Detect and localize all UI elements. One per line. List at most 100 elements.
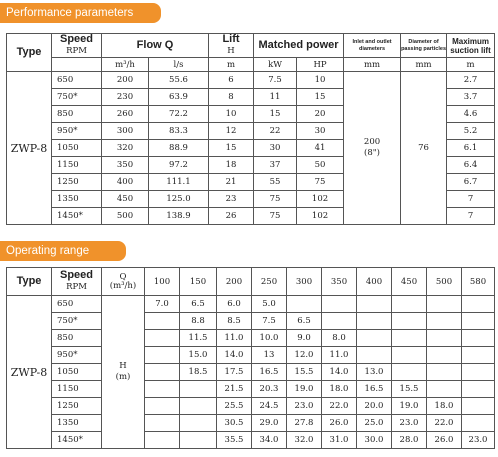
- range-head-value: 16.5: [356, 380, 392, 398]
- perf-flow-m3h: 350: [101, 156, 149, 174]
- perf-flow-ls: 88.9: [147, 139, 210, 157]
- range-head-value: [461, 312, 495, 330]
- perf-flow-m3h: 300: [101, 122, 149, 140]
- unit-kw: kW: [253, 57, 298, 72]
- unit-hp: HP: [296, 57, 345, 72]
- perf-power-kw: 75: [253, 207, 298, 225]
- range-table-row: 850 11.5 11.0 10.0 9.0 8.0: [7, 329, 495, 347]
- performance-section-title: Performance parameters: [0, 3, 161, 23]
- perf-header-inlet-outlet-diameters: Inlet and outlet diameters: [343, 33, 402, 58]
- range-head-value: [461, 397, 495, 415]
- range-flow-header: 150: [179, 267, 217, 296]
- perf-suction-lift: 6.1: [446, 139, 496, 157]
- range-head-value: 26.0: [321, 414, 357, 432]
- range-head-value: 23.0: [391, 414, 427, 432]
- perf-speed: 650: [51, 71, 102, 89]
- range-head-value: [144, 380, 180, 398]
- range-head-value: 13.0: [356, 363, 392, 381]
- range-head-value: 21.5: [216, 380, 252, 398]
- perf-flow-m3h: 260: [101, 105, 149, 123]
- perf-suction-lift: 7: [446, 190, 496, 208]
- perf-header-matched-power: Matched power: [253, 33, 345, 58]
- range-head-value: 22.0: [321, 397, 357, 415]
- perf-suction-lift: 3.7: [446, 88, 496, 106]
- perf-flow-m3h: 400: [101, 173, 149, 191]
- range-table-row: 750* 8.8 8.5 7.5 6.5: [7, 312, 495, 330]
- range-flow-header: 250: [251, 267, 287, 296]
- perf-power-kw: 15: [253, 105, 298, 123]
- perf-power-kw: 30: [253, 139, 298, 157]
- range-header-flow-q: Q (m³/h): [101, 267, 145, 296]
- perf-lift: 10: [208, 105, 255, 123]
- perf-table-row: 1450* 500 138.9 26 75 102 7: [7, 207, 496, 225]
- range-table-row: 1350 30.5 29.0 27.8 26.0 25.0 23.0 22.0: [7, 414, 495, 432]
- range-speed: 750*: [51, 312, 102, 330]
- range-head-value: [426, 380, 462, 398]
- perf-suction-lift: 5.2: [446, 122, 496, 140]
- perf-flow-ls: 55.6: [147, 71, 210, 89]
- perf-header-speed: Speed RPM: [51, 33, 102, 58]
- range-head-value: 8.0: [321, 329, 357, 347]
- range-flow-header: 580: [461, 267, 495, 296]
- perf-flow-m3h: 200: [101, 71, 149, 89]
- range-head-value: [461, 295, 495, 313]
- perf-power-hp: 102: [296, 190, 345, 208]
- unit-lift: m: [208, 57, 255, 72]
- range-head-value: 7.5: [251, 312, 287, 330]
- perf-header-flow: Flow Q: [100, 33, 210, 58]
- perf-speed: 950*: [51, 122, 102, 140]
- perf-power-kw: 55: [253, 173, 298, 191]
- range-head-value: 6.5: [286, 312, 322, 330]
- operating-range-table: Type Speed RPM Q (m³/h) 100 150 200 250 300 350…: [6, 267, 495, 449]
- perf-flow-ls: 125.0: [147, 190, 210, 208]
- range-speed: 850: [51, 329, 102, 347]
- range-head-value: [391, 312, 427, 330]
- range-head-value: 8.8: [179, 312, 217, 330]
- range-head-value: [356, 346, 392, 364]
- perf-suction-lift: 7: [446, 207, 496, 225]
- range-head-value: 6.0: [216, 295, 252, 313]
- perf-power-hp: 102: [296, 207, 345, 225]
- perf-table-row: 1150 350 97.2 18 37 50 6.4: [7, 156, 496, 174]
- perf-speed: 1050: [51, 139, 102, 157]
- operating-section-title: Operating range: [0, 241, 126, 261]
- perf-power-hp: 50: [296, 156, 345, 174]
- range-head-value: [426, 329, 462, 347]
- range-head-value: [461, 414, 495, 432]
- perf-flow-ls: 97.2: [147, 156, 210, 174]
- range-speed: 1450*: [51, 431, 102, 449]
- range-head-value: [391, 295, 427, 313]
- perf-power-hp: 10: [296, 71, 345, 89]
- perf-suction-lift: 4.6: [446, 105, 496, 123]
- perf-power-kw: 37: [253, 156, 298, 174]
- perf-units-row: m³/h l/s m kW HP mm mm m: [7, 57, 496, 72]
- range-head-value: [179, 414, 217, 432]
- perf-header-particle-diameter: Diameter of passing particles: [400, 33, 448, 58]
- perf-suction-lift: 6.7: [446, 173, 496, 191]
- range-head-value: [426, 363, 462, 381]
- range-head-unit: (m): [115, 372, 131, 382]
- perf-table-row: ZWP-8 650 200 55.6 6 7.5 10 200 (8") 76 2.7: [6, 71, 496, 225]
- perf-power-kw: 7.5: [253, 71, 298, 89]
- range-table-row: 1150 21.5 20.3 19.0 18.0 16.5 15.5: [7, 380, 495, 398]
- range-head-value: 10.0: [251, 329, 287, 347]
- range-speed: 1350: [51, 414, 102, 432]
- speed-unit-spacer: [51, 57, 102, 72]
- range-head-value: 19.0: [391, 397, 427, 415]
- range-flow-header: 200: [216, 267, 252, 296]
- range-head-value: [286, 295, 322, 313]
- range-head-value: 22.0: [426, 414, 462, 432]
- perf-lift: 6: [208, 71, 255, 89]
- range-head-value: 6.5: [179, 295, 217, 313]
- range-head-value: 18.5: [179, 363, 217, 381]
- perf-diameter-mm: 200: [363, 137, 381, 147]
- range-head-value: 8.5: [216, 312, 252, 330]
- range-head-value: [321, 295, 357, 313]
- range-head-value: [144, 414, 180, 432]
- range-head-value: 15.5: [286, 363, 322, 381]
- unit-particle: mm: [400, 57, 448, 72]
- range-head-value: [144, 431, 180, 449]
- range-head-value: 17.5: [216, 363, 252, 381]
- range-head-value: 32.0: [286, 431, 322, 449]
- range-head-value: 11.5: [179, 329, 217, 347]
